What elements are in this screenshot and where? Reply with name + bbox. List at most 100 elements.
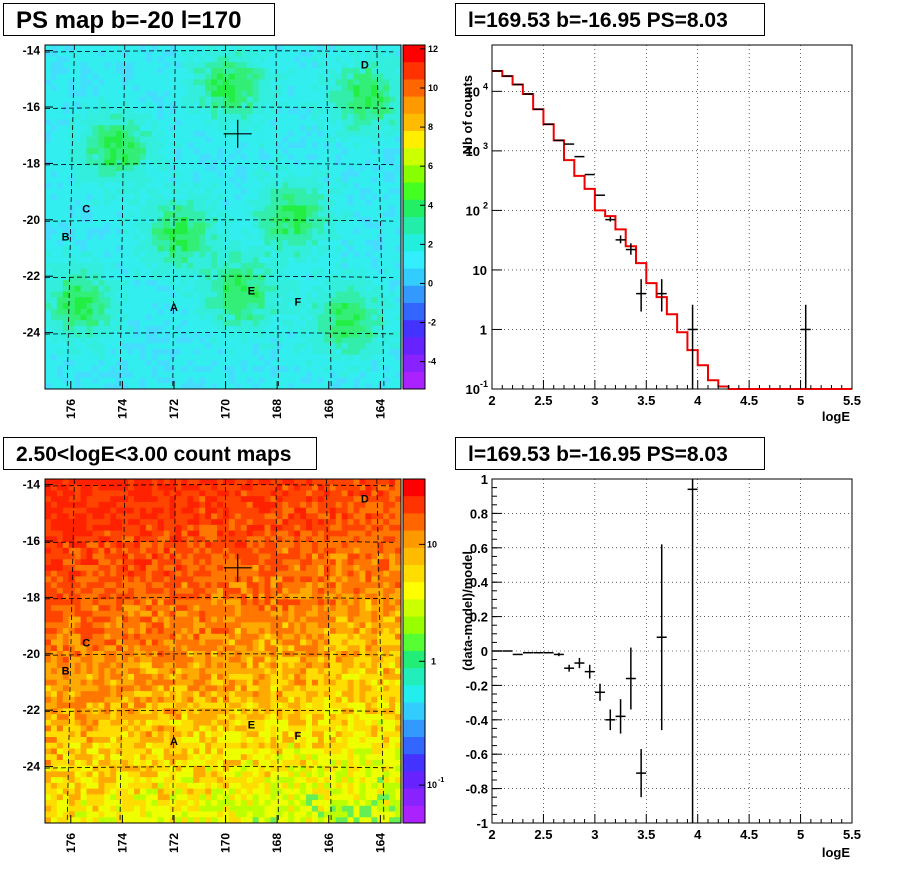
- heatmap-cell: [335, 96, 343, 103]
- heatmap-cell: [395, 182, 402, 189]
- heatmap-cell: [306, 165, 313, 172]
- heatmap-cell: [228, 45, 236, 52]
- heatmap-cell: [116, 616, 123, 623]
- heatmap-cell: [205, 56, 212, 63]
- heatmap-cell: [116, 331, 123, 338]
- heatmap-cell: [365, 262, 372, 269]
- heatmap-cell: [264, 217, 271, 224]
- heatmap-cell: [50, 320, 58, 327]
- heatmap-cell: [282, 45, 289, 52]
- heatmap-cell: [80, 274, 87, 281]
- heatmap-cell: [365, 67, 372, 75]
- heatmap-cell: [199, 377, 206, 384]
- heatmap-cell: [282, 159, 289, 166]
- heatmap-cell: [175, 85, 182, 92]
- heatmap-cell: [45, 56, 52, 63]
- heatmap-cell: [74, 45, 81, 52]
- heatmap-cell: [68, 490, 76, 497]
- heatmap-cell: [128, 593, 135, 600]
- heatmap-cell: [181, 67, 188, 75]
- heatmap-cell: [122, 599, 129, 606]
- heatmap-cell: [92, 383, 99, 390]
- heatmap-cell: [395, 343, 402, 350]
- heatmap-cell: [151, 45, 159, 52]
- heatmap-cell: [217, 45, 224, 52]
- heatmap-cell: [199, 188, 206, 195]
- heatmap-cell: [205, 205, 212, 212]
- heatmap-cell: [92, 731, 99, 738]
- heatmap-cell: [68, 553, 76, 560]
- heatmap-cell: [383, 280, 390, 287]
- heatmap-cell: [317, 194, 325, 201]
- heatmap-cell: [341, 274, 348, 281]
- heatmap-cell: [110, 85, 117, 92]
- heatmap-cell: [128, 268, 135, 275]
- heatmap-cell: [50, 559, 58, 566]
- heatmap-cell: [389, 257, 396, 264]
- heatmap-cell: [128, 171, 135, 178]
- heatmap-cell: [116, 165, 123, 172]
- heatmap-cell: [395, 79, 402, 86]
- heatmap-cell: [240, 142, 248, 149]
- heatmap-cell: [228, 56, 236, 63]
- heatmap-cell: [80, 656, 87, 663]
- heatmap-cell: [329, 343, 337, 350]
- heatmap-cell: [353, 194, 360, 201]
- heatmap-cell: [246, 182, 254, 189]
- heatmap-cell: [223, 308, 230, 315]
- heatmap-cell: [122, 222, 129, 229]
- heatmap-cell: [145, 274, 153, 281]
- heatmap-cell: [98, 354, 105, 361]
- heatmap-cell: [258, 56, 265, 63]
- heatmap-cell: [80, 291, 87, 298]
- heatmap-cell: [264, 234, 271, 241]
- heatmap-cell: [74, 484, 81, 491]
- heatmap-cell: [157, 268, 165, 275]
- heatmap-cell: [169, 360, 176, 367]
- heatmap-cell: [56, 268, 64, 275]
- heatmap-cell: [205, 108, 212, 115]
- heatmap-cell: [347, 383, 354, 390]
- heatmap-cell: [139, 673, 147, 681]
- heatmap-cell: [217, 182, 224, 189]
- heatmap-cell: [193, 119, 200, 126]
- heatmap-cell: [228, 67, 236, 75]
- heatmap-cell: [306, 108, 313, 115]
- heatmap-cell: [116, 490, 123, 497]
- heatmap-cell: [98, 524, 105, 531]
- heatmap-cell: [395, 211, 402, 218]
- heatmap-cell: [128, 85, 135, 92]
- heatmap-cell: [116, 593, 123, 600]
- heatmap-cell: [187, 205, 194, 212]
- heatmap-cell: [98, 331, 105, 338]
- heatmap-cell: [312, 377, 319, 384]
- heatmap-cell: [264, 325, 271, 333]
- heatmap-cell: [104, 153, 111, 161]
- heatmap-cell: [294, 348, 301, 355]
- heatmap-cell: [282, 274, 289, 281]
- heatmap-cell: [68, 748, 76, 755]
- heatmap-cell: [45, 559, 52, 566]
- heatmap-cell: [56, 530, 64, 537]
- heatmap-cell: [258, 131, 265, 138]
- colorbar-segment: [403, 148, 425, 166]
- heatmap-cell: [264, 67, 271, 75]
- heatmap-cell: [86, 553, 93, 560]
- heatmap-cell: [359, 85, 366, 92]
- heatmap-cell: [347, 159, 354, 166]
- heatmap-cell: [86, 217, 93, 224]
- heatmap-cell: [187, 188, 194, 195]
- heatmap-cell: [74, 377, 81, 384]
- heatmap-cell: [240, 153, 248, 161]
- heatmap-cell: [211, 228, 218, 235]
- heatmap-cell: [341, 308, 348, 315]
- heatmap-cell: [175, 56, 182, 63]
- heatmap-cell: [74, 308, 81, 315]
- heatmap-cell: [365, 285, 372, 292]
- heatmap-cell: [169, 96, 176, 103]
- heatmap-cell: [110, 280, 117, 287]
- heatmap-cell: [56, 303, 64, 310]
- heatmap-cell: [116, 280, 123, 287]
- heatmap-cell: [175, 45, 182, 52]
- heatmap-cell: [264, 102, 271, 109]
